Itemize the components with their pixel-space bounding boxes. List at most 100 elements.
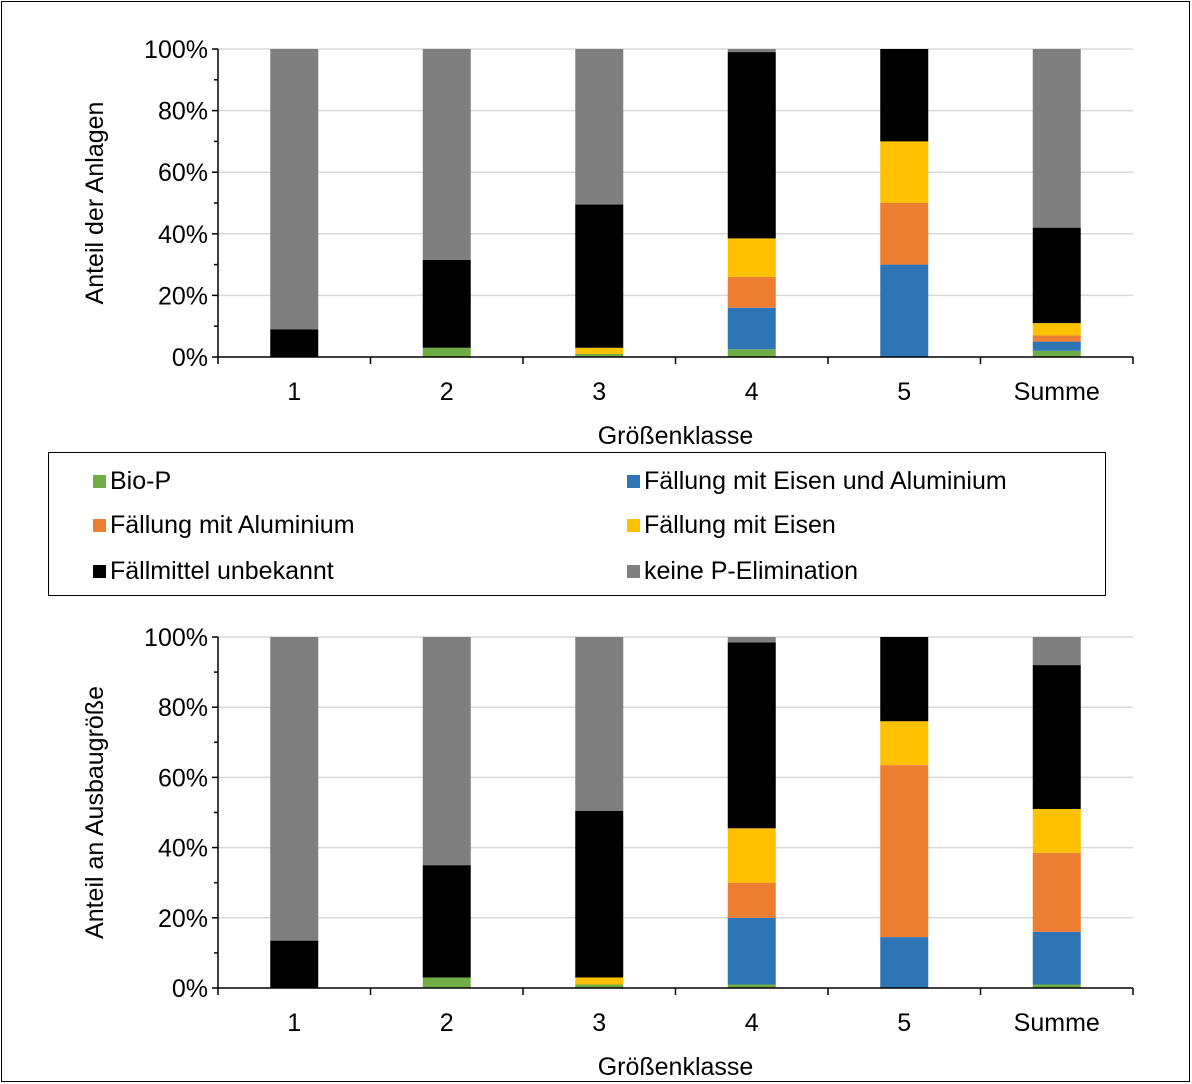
chart-anteil-ausbaugroesse: 0% 20% 40% 60% 80% 100% 1 2 3 4 5 Summe Größenklasse… — [81, 624, 1134, 1081]
bar-keine-p-elimination-4 — [727, 49, 776, 53]
y-axis-title: Anteil der Anlagen — [81, 102, 109, 305]
bar-faellung-mit-eisen-und-aluminium-summe — [1032, 931, 1081, 985]
bar-bio-p-4 — [727, 984, 776, 988]
bar-bio-p-4 — [727, 349, 776, 357]
x-axis-title: Größenklasse — [598, 422, 754, 450]
x-tick-label: 3 — [592, 1009, 606, 1037]
x-tick-label: 4 — [745, 1009, 759, 1037]
bar-keine-p-elimination-summe — [1032, 49, 1081, 228]
bar-faellmittel-unbekannt-5 — [880, 49, 929, 142]
bar-faellung-mit-aluminium-summe — [1032, 852, 1081, 932]
bar-faellmittel-unbekannt-4 — [727, 642, 776, 829]
legend-swatch-aluminium — [93, 518, 106, 532]
bar-faellmittel-unbekannt-2 — [422, 259, 471, 348]
bar-bio-p-2 — [422, 977, 471, 988]
bar-faellung-mit-aluminium-4 — [727, 276, 776, 308]
bar-bio-p-3 — [575, 353, 624, 357]
bar-faellung-mit-eisen-3 — [575, 977, 624, 985]
y-tick-label: 40% — [158, 835, 208, 863]
bar-faellung-mit-eisen-und-aluminium-4 — [727, 307, 776, 350]
legend-item-unbekannt: Fällmittel unbekannt — [93, 556, 334, 586]
bar-keine-p-elimination-2 — [422, 49, 471, 260]
y-tick-label: 100% — [144, 624, 208, 652]
x-tick-label: Summe — [1014, 378, 1100, 406]
y-tick-label: 0% — [172, 975, 208, 1003]
bar-faellmittel-unbekannt-5 — [880, 637, 929, 722]
bar-bio-p-3 — [575, 984, 624, 988]
bar-faellung-mit-eisen-3 — [575, 347, 624, 354]
y-tick-label: 0% — [172, 344, 208, 372]
legend-label-unbekannt: Fällmittel unbekannt — [110, 556, 334, 585]
bar-keine-p-elimination-3 — [575, 637, 624, 811]
bar-faellmittel-unbekannt-4 — [727, 52, 776, 239]
bar-faellung-mit-aluminium-4 — [727, 882, 776, 918]
y-tick-label: 20% — [158, 905, 208, 933]
bar-faellmittel-unbekannt-1 — [270, 329, 319, 357]
y-tick-label: 20% — [158, 282, 208, 310]
bar-faellmittel-unbekannt-summe — [1032, 227, 1081, 324]
bar-faellung-mit-eisen-5 — [880, 141, 929, 203]
legend-item-keine-p: keine P-Elimination — [627, 556, 858, 586]
bar-keine-p-elimination-3 — [575, 49, 624, 205]
x-tick-label: 1 — [287, 1009, 301, 1037]
y-tick-label: 40% — [158, 221, 208, 249]
x-axis-title: Größenklasse — [598, 1053, 754, 1081]
bar-faellung-mit-eisen-4 — [727, 238, 776, 277]
legend: Bio-P Fällung mit Eisen und Aluminium Fä… — [48, 452, 1106, 596]
x-tick-label: 4 — [745, 378, 759, 406]
legend-swatch-bio-p — [93, 474, 106, 488]
legend-item-aluminium: Fällung mit Aluminium — [93, 510, 355, 540]
bar-keine-p-elimination-summe — [1032, 637, 1081, 666]
legend-swatch-unbekannt — [93, 564, 106, 578]
bar-faellmittel-unbekannt-summe — [1032, 665, 1081, 809]
chart-anteil-anlagen: 0% 20% 40% 60% 80% 100% 1 2 3 4 5 Summe Größenklasse… — [81, 36, 1134, 450]
x-tick-label: 5 — [897, 378, 911, 406]
x-tick-label: 1 — [287, 378, 301, 406]
y-tick-label: 60% — [158, 764, 208, 792]
legend-label-aluminium: Fällung mit Aluminium — [110, 510, 355, 539]
legend-swatch-eisen-aluminium — [627, 474, 640, 488]
y-axis-title: Anteil an Ausbaugröße — [81, 686, 109, 939]
legend-swatch-keine-p — [627, 564, 640, 578]
bar-faellung-mit-aluminium-5 — [880, 203, 929, 265]
y-tick-label: 80% — [158, 694, 208, 722]
bar-faellmittel-unbekannt-3 — [575, 810, 624, 978]
legend-item-eisen: Fällung mit Eisen — [627, 510, 836, 540]
y-tick-label: 80% — [158, 98, 208, 126]
x-tick-label: 3 — [592, 378, 606, 406]
bar-faellung-mit-eisen-und-aluminium-5 — [880, 264, 929, 357]
bar-faellung-mit-eisen-5 — [880, 721, 929, 766]
legend-label-eisen-aluminium: Fällung mit Eisen und Aluminium — [644, 466, 1007, 495]
y-tick-label: 60% — [158, 159, 208, 187]
bar-faellung-mit-eisen-und-aluminium-5 — [880, 937, 929, 988]
x-tick-label: 2 — [440, 1009, 454, 1037]
bar-faellung-mit-aluminium-summe — [1032, 335, 1081, 342]
bar-faellung-mit-eisen-summe — [1032, 323, 1081, 336]
bar-faellung-mit-aluminium-5 — [880, 765, 929, 938]
legend-label-keine-p: keine P-Elimination — [644, 556, 858, 585]
bar-bio-p-2 — [422, 347, 471, 357]
bar-faellung-mit-eisen-und-aluminium-4 — [727, 917, 776, 985]
bar-keine-p-elimination-1 — [270, 637, 319, 941]
bar-faellmittel-unbekannt-3 — [575, 204, 624, 348]
legend-item-eisen-aluminium: Fällung mit Eisen und Aluminium — [627, 466, 1007, 496]
bar-keine-p-elimination-4 — [727, 637, 776, 643]
bar-faellmittel-unbekannt-1 — [270, 940, 319, 988]
x-tick-label: 2 — [440, 378, 454, 406]
legend-label-eisen: Fällung mit Eisen — [644, 510, 836, 539]
y-tick-label: 100% — [144, 36, 208, 64]
legend-swatch-eisen — [627, 518, 640, 532]
bar-keine-p-elimination-2 — [422, 637, 471, 866]
bar-keine-p-elimination-1 — [270, 49, 319, 330]
bar-faellung-mit-eisen-und-aluminium-summe — [1032, 341, 1081, 351]
bar-bio-p-summe — [1032, 350, 1081, 357]
legend-label-bio-p: Bio-P — [110, 466, 172, 495]
x-tick-label: Summe — [1014, 1009, 1100, 1037]
bar-faellung-mit-eisen-summe — [1032, 808, 1081, 853]
bar-bio-p-summe — [1032, 984, 1081, 988]
legend-item-bio-p: Bio-P — [93, 466, 171, 496]
bar-faellmittel-unbekannt-2 — [422, 865, 471, 978]
bar-faellung-mit-eisen-4 — [727, 828, 776, 883]
x-tick-label: 5 — [897, 1009, 911, 1037]
